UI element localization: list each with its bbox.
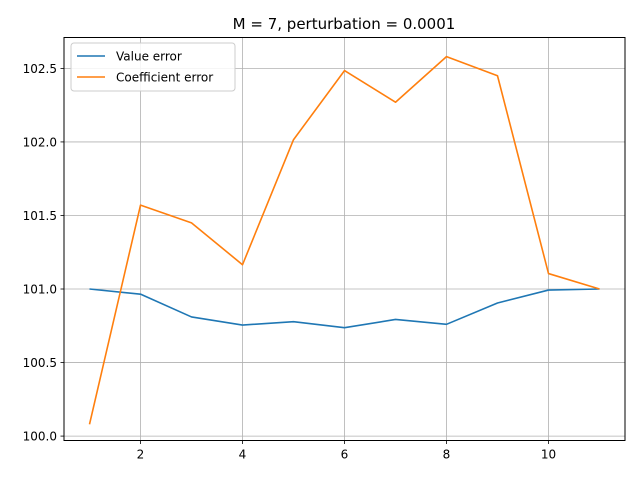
x-tick-label: 2	[137, 448, 145, 462]
series-lines	[88, 55, 600, 425]
x-tick-label: 4	[239, 448, 247, 462]
chart-title: M = 7, perturbation = 0.0001	[233, 15, 456, 33]
y-tick-label: 102.5	[23, 62, 57, 76]
series-line-1	[88, 55, 600, 425]
x-tick-label: 8	[443, 448, 451, 462]
y-tick-label: 102.0	[23, 135, 57, 149]
legend-label: Value error	[116, 50, 182, 64]
x-tick-label: 6	[341, 448, 349, 462]
x-axis: 2 4 6 8 10	[137, 440, 556, 462]
y-tick-label: 100.5	[23, 356, 57, 370]
legend-label: Coefficient error	[116, 71, 213, 85]
y-tick-label: 101.0	[23, 283, 57, 297]
y-axis: 100.0 100.5 101.0 101.5 102.0 102.5	[23, 62, 64, 444]
grid	[64, 37, 625, 441]
series-line-0	[89, 288, 600, 329]
y-tick-label: 100.0	[23, 430, 57, 444]
x-tick-label: 10	[541, 448, 556, 462]
legend: Value error Coefficient error	[70, 42, 236, 92]
legend-box	[70, 42, 236, 92]
y-tick-label: 101.5	[23, 209, 57, 223]
